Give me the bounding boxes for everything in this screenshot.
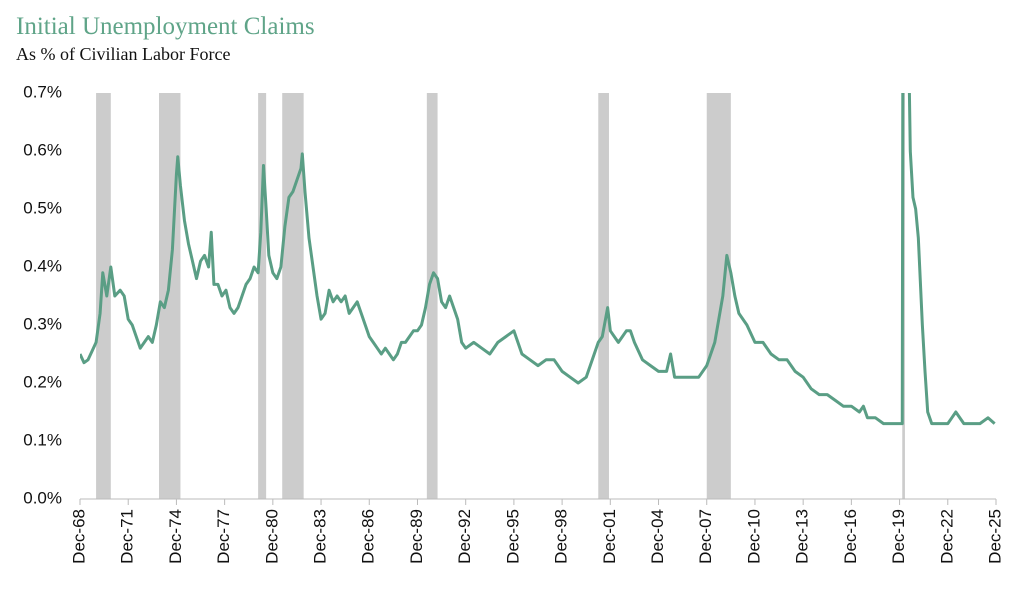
y-tick-label: 0.4% xyxy=(23,256,62,275)
recession-band xyxy=(258,93,267,499)
x-tick-label: Dec-77 xyxy=(214,509,233,564)
x-tick-label: Dec-25 xyxy=(985,509,1004,564)
claims-line xyxy=(80,93,996,426)
recession-band xyxy=(706,93,731,499)
recession-band xyxy=(96,93,111,499)
y-tick-label: 0.2% xyxy=(23,372,62,391)
y-tick-label: 0.0% xyxy=(23,488,62,507)
x-tick-label: Dec-80 xyxy=(262,509,281,564)
x-tick-label: Dec-68 xyxy=(69,509,88,564)
x-tick-label: Dec-86 xyxy=(359,509,378,564)
recession-band xyxy=(282,93,304,499)
y-tick-label: 0.5% xyxy=(23,198,62,217)
x-tick-label: Dec-95 xyxy=(503,509,522,564)
x-tick-label: Dec-92 xyxy=(455,509,474,564)
y-tick-label: 0.1% xyxy=(23,430,62,449)
x-tick-label: Dec-01 xyxy=(600,509,619,564)
y-tick-label: 0.3% xyxy=(23,314,62,333)
x-tick-label: Dec-98 xyxy=(552,509,571,564)
chart-subtitle: As % of Civilian Labor Force xyxy=(16,44,230,64)
x-tick-label: Dec-13 xyxy=(793,509,812,564)
y-tick-label: 0.7% xyxy=(23,82,62,101)
recession-band xyxy=(598,93,609,499)
x-tick-label: Dec-71 xyxy=(118,509,137,564)
x-tick-label: Dec-89 xyxy=(407,509,426,564)
chart-title: Initial Unemployment Claims xyxy=(16,13,315,40)
x-tick-label: Dec-83 xyxy=(311,509,330,564)
recession-band xyxy=(426,93,438,499)
x-tick-label: Dec-74 xyxy=(166,509,185,564)
x-tick-label: Dec-10 xyxy=(744,509,763,564)
recession-band xyxy=(159,93,181,499)
x-tick-label: Dec-16 xyxy=(841,509,860,564)
x-tick-label: Dec-04 xyxy=(648,509,667,564)
x-tick-label: Dec-07 xyxy=(696,509,715,564)
x-tick-label: Dec-19 xyxy=(889,509,908,564)
y-tick-label: 0.6% xyxy=(23,140,62,159)
x-tick-label: Dec-22 xyxy=(937,509,956,564)
